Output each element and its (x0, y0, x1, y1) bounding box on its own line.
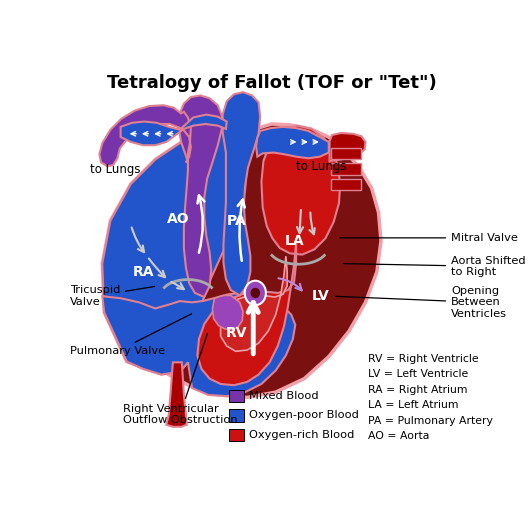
Text: PA = Pulmonary Artery: PA = Pulmonary Artery (367, 416, 492, 426)
FancyBboxPatch shape (229, 409, 244, 421)
Ellipse shape (245, 281, 266, 305)
Polygon shape (331, 179, 361, 190)
Text: LA: LA (284, 234, 304, 248)
Text: Mixed Blood: Mixed Blood (249, 391, 319, 401)
FancyBboxPatch shape (229, 390, 244, 402)
Text: Mitral Valve: Mitral Valve (340, 233, 518, 243)
Text: AO: AO (166, 211, 189, 226)
Polygon shape (220, 256, 287, 351)
Text: to Lungs: to Lungs (90, 163, 140, 176)
Polygon shape (331, 163, 361, 174)
Text: LA = Left Atrium: LA = Left Atrium (367, 400, 458, 410)
Polygon shape (330, 133, 366, 162)
Polygon shape (261, 126, 340, 254)
Text: Opening
Between
Ventricles: Opening Between Ventricles (335, 286, 507, 319)
Text: Right Ventricular
Outflow Obstruction: Right Ventricular Outflow Obstruction (122, 333, 237, 426)
Polygon shape (223, 92, 260, 295)
Text: RV = Right Ventricle: RV = Right Ventricle (367, 354, 478, 364)
Polygon shape (256, 127, 329, 158)
Text: Oxygen-rich Blood: Oxygen-rich Blood (249, 430, 355, 440)
Polygon shape (102, 128, 247, 375)
Text: RV: RV (226, 326, 248, 340)
Text: LV = Left Ventricle: LV = Left Ventricle (367, 369, 468, 379)
Polygon shape (121, 114, 227, 145)
Polygon shape (179, 95, 222, 297)
Text: to Lungs: to Lungs (296, 160, 347, 173)
Polygon shape (166, 363, 187, 427)
Text: Pulmonary Valve: Pulmonary Valve (69, 314, 192, 356)
Polygon shape (102, 293, 295, 396)
Text: Aorta Shifted
to Right: Aorta Shifted to Right (344, 255, 526, 277)
Text: Oxygen-poor Blood: Oxygen-poor Blood (249, 410, 359, 420)
Text: PA: PA (227, 214, 247, 228)
Text: Tetralogy of Fallot (TOF or "Tet"): Tetralogy of Fallot (TOF or "Tet") (107, 74, 437, 92)
Text: RA = Right Atrium: RA = Right Atrium (367, 385, 467, 394)
Text: Tricuspid
Valve: Tricuspid Valve (69, 286, 155, 307)
Ellipse shape (251, 288, 259, 297)
Polygon shape (331, 148, 361, 159)
Polygon shape (213, 295, 243, 330)
FancyBboxPatch shape (229, 429, 244, 441)
Polygon shape (197, 243, 296, 385)
Polygon shape (100, 105, 191, 166)
Polygon shape (102, 124, 381, 398)
Text: RA: RA (132, 264, 154, 279)
Text: LV: LV (312, 289, 330, 303)
Text: AO = Aorta: AO = Aorta (367, 431, 429, 441)
